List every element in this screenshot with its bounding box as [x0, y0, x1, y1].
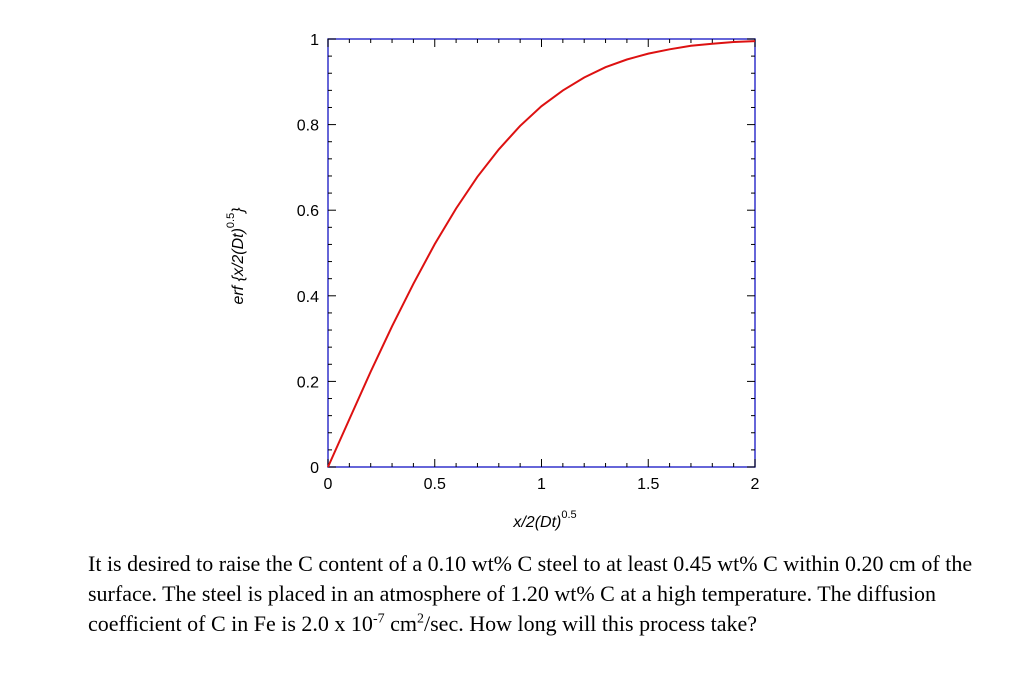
y-tick-label: 0.2 [297, 374, 319, 391]
y-axis-title: erf {x/2(Dt)0.5} [225, 207, 247, 305]
x-tick-label: 0.5 [424, 476, 446, 493]
erf-chart: 0 0.5 1 1.5 2 00.20.40.60.81 x/2(Dt)0.5 erf … [225, 32, 760, 531]
x-tick-label: 0 [324, 476, 333, 493]
x-axis-title-main: x/2(Dt) [512, 514, 561, 531]
y-axis-title-exponent: 0.5 [225, 213, 237, 228]
exponent-1: -7 [372, 611, 385, 627]
y-axis-title-close: } [230, 207, 247, 215]
x-axis-title-exponent: 0.5 [561, 509, 576, 521]
x-axis-title: x/2(Dt)0.5 [512, 509, 576, 531]
erf-curve [327, 40, 756, 468]
x-tick-label: 1.5 [637, 476, 659, 493]
problem-statement: It is desired to raise the C content of … [88, 549, 1008, 639]
problem-text-1: It is desired to raise the C content of … [88, 551, 973, 636]
exponent-2: 2 [417, 611, 424, 627]
plot-frame [327, 38, 756, 468]
x-tick-label: 1 [537, 476, 546, 493]
x-tick-labels: 0 0.5 1 1.5 2 [324, 476, 760, 493]
axis-ticks [327, 38, 756, 468]
x-tick-label: 2 [751, 476, 760, 493]
y-tick-label: 0.8 [297, 118, 319, 135]
problem-text-3: /sec. How long will this process take? [424, 611, 757, 636]
y-axis-title-main: erf {x/2(Dt) [230, 228, 247, 304]
y-tick-labels: 0 0.2 0.4 0.6 0.8 1 [297, 32, 319, 477]
problem-text-2: cm [384, 611, 417, 636]
y-tick-label: 0 [310, 460, 319, 477]
y-tick-label: 0.4 [297, 289, 319, 306]
y-tick-label: 1 [310, 32, 319, 49]
y-tick-label: 0.6 [297, 203, 319, 220]
